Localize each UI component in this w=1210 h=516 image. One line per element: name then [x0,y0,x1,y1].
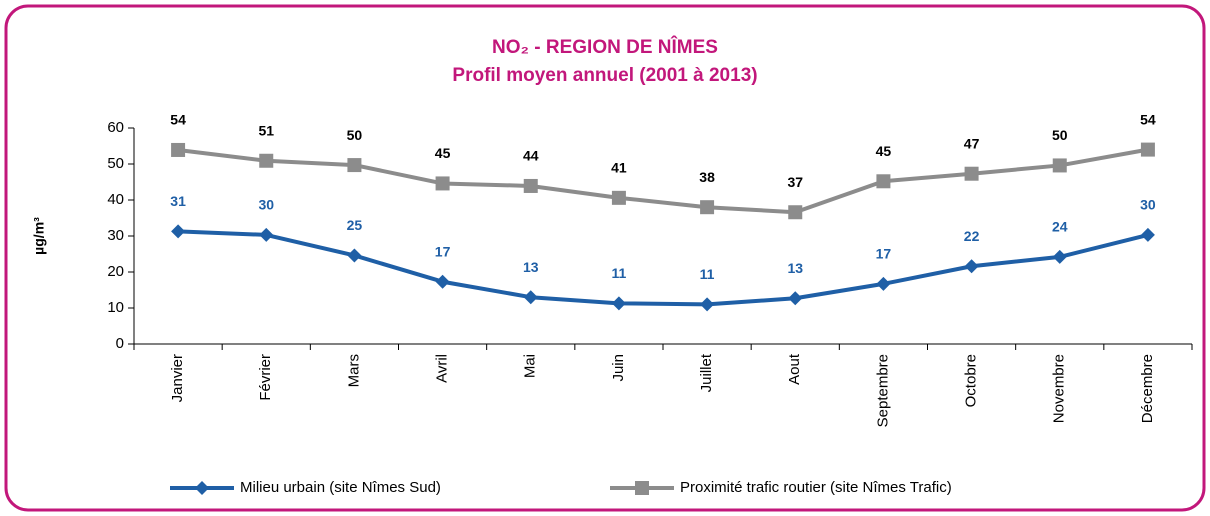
y-tick-label: 20 [107,263,124,280]
x-tick-label: Février [257,354,274,401]
y-tick-label: 60 [107,119,124,136]
point [788,205,803,220]
point [523,290,538,305]
y-tick-label: 30 [107,227,124,244]
legend-label: Proximité trafic routier (site Nîmes Tra… [680,479,952,496]
legend-label: Milieu urbain (site Nîmes Sud) [240,479,441,496]
data-label: 11 [700,266,715,282]
data-label: 13 [523,259,539,275]
x-tick-label: Décembre [1139,354,1156,423]
point [700,297,715,312]
data-label: 31 [170,193,186,209]
y-tick-label: 10 [107,299,124,316]
x-tick-label: Juillet [698,353,715,392]
data-label: 41 [611,160,627,176]
series-line [178,229,1149,307]
y-tick-label: 50 [107,155,124,172]
chart-title: NO₂ - REGION DE NÎMES [492,36,718,58]
data-label: 22 [964,228,980,244]
data-label: 17 [435,243,451,259]
data-label: 17 [876,246,892,262]
x-tick-label: Avril [434,354,451,383]
data-label: 45 [876,143,892,159]
point [964,259,979,274]
chart-border [4,4,1206,512]
chart-subtitle: Profil moyen annuel (2001 à 2013) [452,65,757,86]
point [347,158,362,173]
y-tick-label: 0 [116,335,124,352]
data-label: 50 [347,127,363,143]
x-tick-label: Aout [786,353,803,385]
x-tick-label: Juin [610,354,627,382]
data-label: 25 [347,217,363,233]
point [171,224,186,239]
data-label: 54 [170,112,186,128]
data-label: 45 [435,145,451,161]
point [259,227,274,242]
point [347,248,362,263]
x-tick-label: Janvier [169,354,186,402]
data-label: 51 [258,122,274,138]
point [1140,142,1155,157]
point [1140,227,1155,242]
data-label: 30 [258,197,274,213]
point [1052,158,1067,173]
x-tick-label: Octobre [963,354,980,407]
data-label: 44 [523,148,539,164]
point [435,176,450,191]
y-axis-label: µg/m³ [31,217,47,255]
data-label: 24 [1052,219,1068,235]
point [435,274,450,289]
y-tick-label: 40 [107,191,124,208]
point [700,200,715,215]
data-label: 54 [1140,111,1156,127]
point [1052,249,1067,264]
data-label: 37 [787,174,803,190]
data-label: 47 [964,135,980,151]
point [611,190,626,205]
x-tick-label: Mai [522,354,539,378]
data-label: 38 [699,169,715,185]
point [611,296,626,311]
point [788,291,803,306]
data-label: 30 [1140,197,1156,213]
legend-marker [195,481,209,495]
data-label: 11 [612,265,627,281]
point [171,142,186,157]
point [259,153,274,168]
point [523,178,538,193]
series-line [177,147,1149,215]
legend-marker [635,481,649,495]
point [876,174,891,189]
point [876,276,891,291]
x-tick-label: Novembre [1051,354,1068,423]
data-label: 13 [787,260,803,276]
point [964,166,979,181]
data-label: 50 [1052,127,1068,143]
x-tick-label: Septembre [874,354,891,427]
x-tick-label: Mars [345,354,362,387]
